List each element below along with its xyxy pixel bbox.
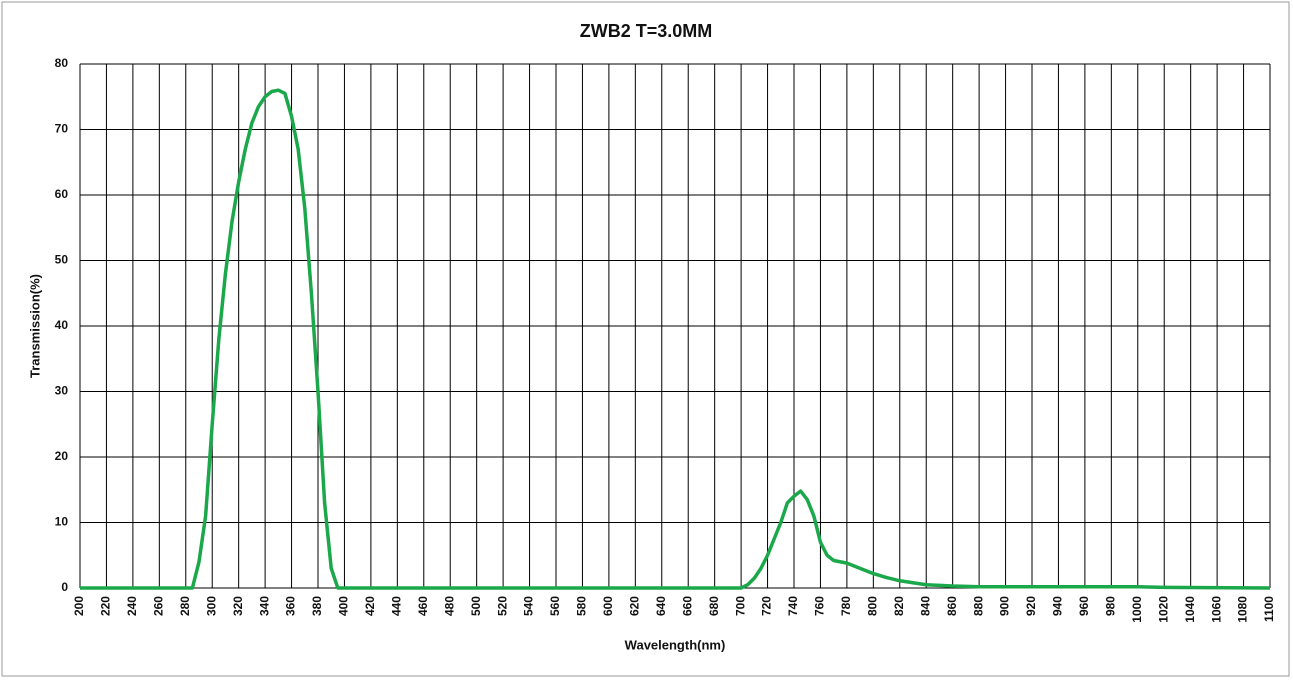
x-tick-label: 940: [1051, 596, 1065, 616]
x-tick-label: 300: [204, 596, 218, 616]
x-tick-label: 380: [310, 596, 324, 616]
x-tick-label: 700: [733, 596, 747, 616]
y-tick-label: 0: [61, 580, 68, 594]
x-tick-label: 980: [1104, 596, 1118, 616]
y-tick-label: 80: [55, 56, 69, 70]
x-tick-label: 280: [178, 596, 192, 616]
x-tick-label: 360: [284, 596, 298, 616]
x-tick-label: 1080: [1236, 596, 1250, 623]
y-tick-label: 10: [55, 515, 69, 529]
x-tick-label: 1000: [1130, 596, 1144, 623]
x-tick-label: 840: [918, 596, 932, 616]
x-tick-label: 600: [601, 596, 615, 616]
x-tick-label: 1100: [1262, 596, 1276, 622]
x-tick-label: 520: [495, 596, 509, 616]
y-tick-label: 30: [55, 384, 69, 398]
data-line: [80, 88, 1271, 590]
x-tick-label: 460: [416, 596, 430, 616]
y-tick-label: 70: [55, 122, 69, 136]
y-axis-title: Transmission(%): [27, 274, 42, 378]
x-tick-label: 1060: [1209, 596, 1223, 623]
x-tick-label: 200: [72, 596, 86, 616]
x-tick-label: 500: [469, 596, 483, 616]
x-tick-label: 880: [971, 596, 985, 616]
x-tick-label: 540: [522, 596, 536, 616]
x-tick-label: 900: [998, 596, 1012, 616]
x-tick-label: 720: [760, 596, 774, 616]
x-tick-label: 580: [575, 596, 589, 616]
x-tick-label: 920: [1024, 596, 1038, 616]
x-tick-label: 240: [125, 596, 139, 616]
y-tick-label: 40: [55, 318, 69, 332]
y-tick-label: 20: [55, 449, 69, 463]
x-tick-label: 620: [628, 596, 642, 616]
chart-title: ZWB2 T=3.0MM: [580, 21, 713, 41]
x-tick-label: 1040: [1183, 596, 1197, 623]
x-tick-label: 260: [152, 596, 166, 616]
x-tick-label: 820: [892, 596, 906, 616]
y-tick-label: 50: [55, 253, 69, 267]
x-tick-label: 560: [548, 596, 562, 616]
x-tick-label: 480: [442, 596, 456, 616]
x-tick-label: 780: [839, 596, 853, 616]
x-tick-label: 340: [257, 596, 271, 616]
x-tick-label: 680: [707, 596, 721, 616]
x-tick-label: 400: [337, 596, 351, 616]
x-tick-label: 1020: [1156, 596, 1170, 623]
x-tick-label: 220: [99, 596, 113, 616]
x-tick-label: 860: [945, 596, 959, 616]
x-tick-label: 800: [866, 596, 880, 616]
x-tick-label: 420: [363, 596, 377, 616]
x-tick-label: 320: [231, 596, 245, 616]
x-tick-label: 740: [786, 596, 800, 616]
y-tick-label: 60: [55, 187, 69, 201]
x-tick-label: 640: [654, 596, 668, 616]
x-tick-label: 660: [680, 596, 694, 616]
x-axis-title: Wavelength(nm): [625, 637, 726, 652]
x-tick-label: 440: [390, 596, 404, 616]
x-tick-label: 760: [813, 596, 827, 616]
x-tick-label: 960: [1077, 596, 1091, 616]
